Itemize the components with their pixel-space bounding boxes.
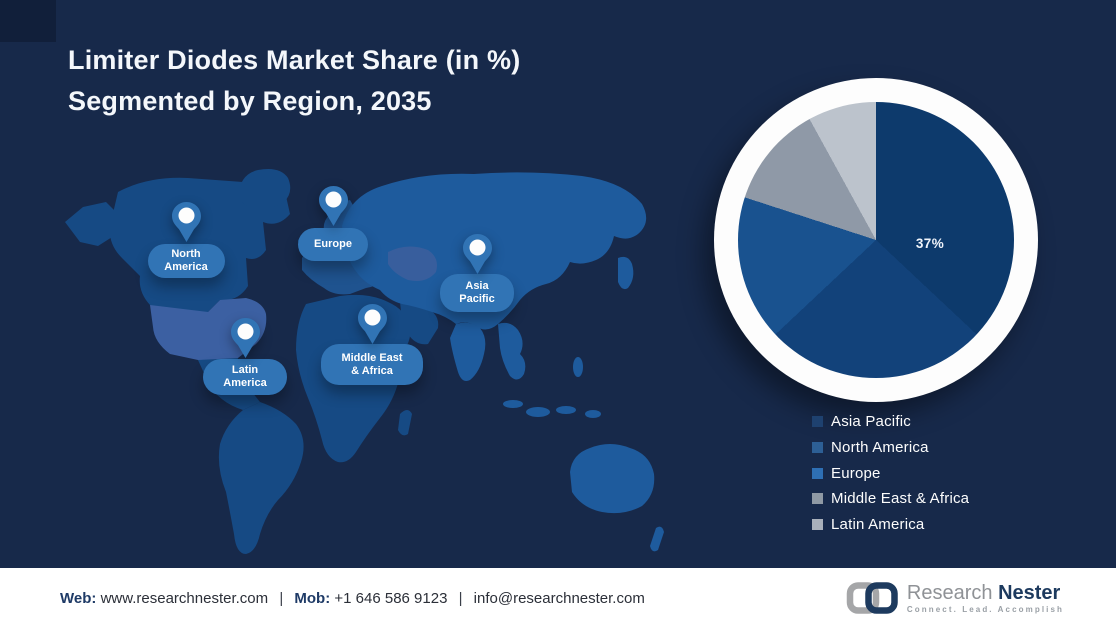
legend-swatch <box>812 519 823 531</box>
location-pin-icon <box>357 304 387 344</box>
legend-swatch <box>812 441 823 453</box>
pie-legend: Asia Pacific North America Europe Middle… <box>812 413 969 542</box>
legend-item: Latin America <box>812 516 969 533</box>
logo-name-navy: Nester <box>998 581 1061 604</box>
map-label-latin-america: Latin America <box>203 359 287 395</box>
continent-australia <box>570 444 655 514</box>
mob-value: +1 646 586 9123 <box>334 589 448 607</box>
legend-swatch <box>812 467 823 479</box>
logo-name-gray: Research <box>906 581 993 604</box>
map-label-north-america: North America <box>147 244 225 278</box>
island-indonesia-4 <box>585 410 601 418</box>
legend-label: North America <box>831 438 929 456</box>
pie-chart <box>738 102 1014 378</box>
island-indonesia-1 <box>503 400 523 408</box>
map-pin-group-middle-east-africa: Middle East & Africa <box>312 304 432 385</box>
island-madagascar <box>398 410 412 436</box>
contact-info: Web: www.researchnester.com | Mob: +1 64… <box>60 590 645 607</box>
footer: Web: www.researchnester.com | Mob: +1 64… <box>0 568 1116 628</box>
map-label-line: America <box>164 261 208 273</box>
legend-label: Asia Pacific <box>831 413 911 430</box>
research-nester-logo: Research Nester Connect. Lead. Accomplis… <box>846 581 1064 615</box>
island-indonesia-2 <box>526 407 550 417</box>
separator: | <box>458 589 463 607</box>
legend-label: Middle East & Africa <box>831 490 970 508</box>
chain-links-icon <box>846 582 898 614</box>
corner-accent <box>0 0 56 42</box>
pie-value-label: 37% <box>915 236 945 251</box>
region-central-asia <box>388 246 437 281</box>
island-japan <box>618 256 634 290</box>
location-pin-icon <box>462 234 492 274</box>
map-label-europe: Europe <box>298 228 368 261</box>
legend-swatch <box>812 493 823 505</box>
island-philippines <box>573 357 583 377</box>
title-line2: Segmented by Region, 2035 <box>68 86 432 116</box>
region-usa <box>150 298 267 364</box>
logo-text: Research Nester Connect. Lead. Accomplis… <box>907 583 1064 614</box>
map-pin-group-europe: Europe <box>283 186 383 261</box>
map-pin-group-north-america: North America <box>136 202 236 278</box>
continent-south-america <box>218 402 304 554</box>
region-middle-east <box>400 302 439 345</box>
legend-swatch <box>812 416 823 427</box>
map-label-asia-pacific: Asia Pacific <box>440 274 514 312</box>
map-label-line: Asia <box>465 280 489 292</box>
map-label-line: Pacific <box>459 293 495 305</box>
web-value: www.researchnester.com <box>100 589 269 607</box>
legend-item: Asia Pacific <box>812 413 969 430</box>
location-pin-icon <box>230 318 260 358</box>
map-label-line: Europe <box>314 238 352 250</box>
legend-item: North America <box>812 439 969 456</box>
continent-asia <box>342 172 647 330</box>
map-pin-group-asia-pacific: Asia Pacific <box>427 234 527 312</box>
map-label-line: Latin <box>231 364 259 376</box>
map-pin-group-latin-america: Latin America <box>195 318 295 395</box>
page-title: Limiter Diodes Market Share (in %) Segme… <box>68 40 520 122</box>
map-label-line: Middle East <box>341 351 403 364</box>
island-greenland <box>238 169 291 210</box>
web-label: Web: <box>60 589 97 607</box>
location-pin-icon <box>318 186 348 226</box>
island-indonesia-3 <box>556 406 576 414</box>
continent-alaska <box>65 202 120 246</box>
world-map-svg <box>65 169 664 554</box>
island-new-zealand <box>650 526 664 552</box>
world-map <box>58 162 668 562</box>
region-india <box>450 322 486 381</box>
location-pin-icon <box>171 202 201 242</box>
logo-name: Research Nester <box>907 583 1064 603</box>
map-label-line: America <box>223 377 267 389</box>
region-southeast-asia <box>498 322 526 380</box>
title-line1: Limiter Diodes Market Share (in %) <box>68 45 521 75</box>
map-label-line: & Africa <box>351 364 393 377</box>
legend-label: Latin America <box>831 516 925 534</box>
map-label-middle-east-africa: Middle East & Africa <box>321 344 423 385</box>
legend-item: Middle East & Africa <box>812 490 969 507</box>
separator: | <box>279 589 284 607</box>
logo-tagline: Connect. Lead. Accomplish <box>906 604 1064 614</box>
map-label-line: North <box>171 248 201 260</box>
legend-item: Europe <box>812 465 969 482</box>
legend-label: Europe <box>831 464 881 482</box>
mob-label: Mob: <box>294 589 331 607</box>
email-value: info@researchnester.com <box>473 589 645 607</box>
